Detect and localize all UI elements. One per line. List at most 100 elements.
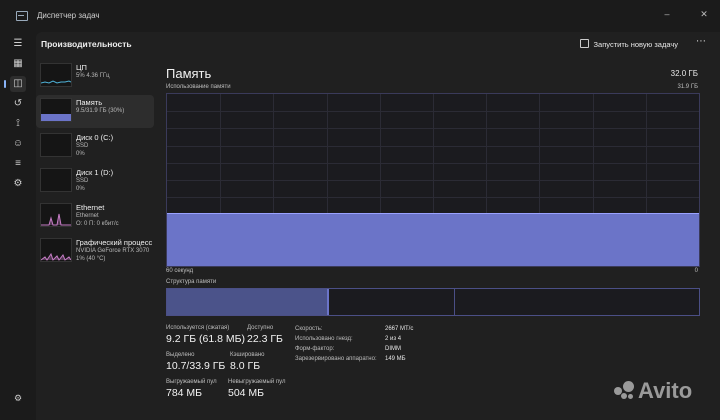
graph-gridline bbox=[592, 94, 594, 266]
sidebar-item-sub: SSD bbox=[76, 143, 89, 149]
graph-gridline bbox=[273, 94, 275, 266]
stat-label: Доступно bbox=[247, 325, 274, 331]
sidebar-item-sub: 5% 4.36 ГГц bbox=[76, 73, 110, 79]
detail-value: 2 из 4 bbox=[385, 336, 402, 342]
sidebar-item-label: Ethernet bbox=[76, 203, 105, 212]
graph-axis-right: 0 bbox=[694, 268, 698, 274]
nav-rail: ☰ ▦ ◫ ↺ ⟟ ☺ ≡ ⚙ bbox=[0, 32, 36, 420]
detail-value: 2667 МТ/с bbox=[385, 326, 414, 332]
performance-icon[interactable]: ◫ bbox=[4, 76, 26, 92]
details-icon[interactable]: ≡ bbox=[15, 158, 21, 169]
sidebar-item-sub2: 1% (40 °C) bbox=[76, 256, 106, 262]
avito-watermark: Avito bbox=[614, 378, 692, 404]
memory-usage-label: Использование памяти bbox=[166, 84, 231, 90]
history-icon[interactable]: ↺ bbox=[13, 98, 23, 109]
detail-key: Форм-фактор: bbox=[295, 346, 335, 352]
graph-axis-left: 60 секунд bbox=[166, 268, 194, 274]
graph-gridline bbox=[433, 94, 434, 266]
sidebar-item-disk1[interactable]: Диск 1 (D:) SSD 0% bbox=[36, 165, 154, 198]
sidebar-item-sub: NVIDIA GeForce RTX 3070 bbox=[76, 248, 150, 254]
avito-label: Avito bbox=[638, 378, 693, 403]
memory-modified-segment[interactable] bbox=[326, 289, 329, 315]
stat-value: 504 МБ bbox=[228, 387, 265, 399]
sidebar-item-sub2: 0% bbox=[76, 186, 85, 192]
detail-value: DIMM bbox=[385, 346, 401, 352]
disk1-thumbnail bbox=[40, 168, 72, 192]
graph-gridline bbox=[379, 94, 381, 266]
run-new-task-button[interactable]: Запустить новую задачу bbox=[579, 39, 678, 49]
sidebar-item-sub: 9.5/31.9 ГБ (30%) bbox=[76, 108, 125, 114]
memory-thumbnail bbox=[40, 98, 72, 122]
detail-speed: Скорость: 2667 МТ/с bbox=[295, 326, 495, 334]
main-content: Производительность Запустить новую задач… bbox=[36, 32, 720, 420]
stat-value: 22.3 ГБ bbox=[247, 333, 283, 345]
sidebar-item-sub: Ethernet bbox=[76, 213, 99, 219]
stat-in-use: Используется (сжатая) 9.2 ГБ (61.8 МБ) bbox=[166, 325, 245, 345]
sidebar-item-label: Память bbox=[76, 98, 103, 107]
graph-gridline bbox=[645, 94, 647, 266]
stat-label: Кэшировано bbox=[230, 352, 265, 358]
detail-key: Зарезервировано аппаратно: bbox=[295, 356, 377, 362]
memory-in-use-segment[interactable] bbox=[167, 289, 327, 315]
memory-title: Память bbox=[166, 66, 212, 81]
cpu-thumbnail bbox=[40, 63, 72, 87]
detail-slots: Использовано гнезд: 2 из 4 bbox=[295, 336, 495, 344]
detail-hw-reserved: Зарезервировано аппаратно: 149 МБ bbox=[295, 356, 495, 364]
sidebar-item-ethernet[interactable]: Ethernet Ethernet О: 0 П: 0 кбит/с bbox=[36, 200, 154, 233]
memory-structure-bar bbox=[166, 288, 700, 316]
sidebar-item-cpu[interactable]: ЦП 5% 4.36 ГГц bbox=[36, 60, 154, 93]
users-icon[interactable]: ☺ bbox=[12, 138, 24, 149]
graph-gridline bbox=[486, 94, 488, 266]
memory-standby-divider bbox=[454, 289, 456, 315]
stat-available: Доступно 22.3 ГБ bbox=[247, 325, 283, 345]
sidebar-item-label: Диск 0 (C:) bbox=[76, 133, 114, 142]
sidebar-item-memory[interactable]: Память 9.5/31.9 ГБ (30%) bbox=[36, 95, 154, 128]
ethernet-thumbnail bbox=[40, 203, 72, 227]
title-bar: Диспетчер задач – ✕ bbox=[0, 0, 720, 32]
stat-label: Выгружаемый пул bbox=[166, 379, 217, 385]
detail-key: Использовано гнезд: bbox=[295, 336, 353, 342]
services-icon[interactable]: ⚙ bbox=[13, 178, 23, 189]
sidebar-item-gpu[interactable]: Графический процессор 0 NVIDIA GeForce R… bbox=[36, 235, 154, 268]
memory-usage-max: 31.9 ГБ bbox=[677, 84, 698, 90]
page-title: Производительность bbox=[41, 39, 132, 49]
graph-gridline bbox=[539, 94, 541, 266]
stat-nonpaged-pool: Невыгружаемый пул 504 МБ bbox=[228, 379, 285, 399]
maximize-button[interactable] bbox=[665, 6, 689, 22]
run-task-icon bbox=[579, 39, 589, 48]
processes-icon[interactable]: ▦ bbox=[13, 58, 23, 69]
close-button[interactable]: ✕ bbox=[700, 9, 708, 19]
stat-value: 784 МБ bbox=[166, 387, 203, 399]
stat-value: 9.2 ГБ (61.8 МБ) bbox=[166, 333, 245, 345]
sidebar-item-label: Диск 1 (D:) bbox=[76, 168, 114, 177]
menu-icon[interactable]: ☰ bbox=[13, 38, 23, 49]
stat-label: Невыгружаемый пул bbox=[228, 379, 286, 385]
run-task-label: Запустить новую задачу bbox=[593, 40, 678, 49]
settings-icon[interactable]: ⚙ bbox=[14, 393, 23, 403]
graph-gridline bbox=[326, 94, 328, 266]
stat-label: Выделено bbox=[166, 352, 195, 358]
memory-usage-graph bbox=[166, 93, 700, 267]
stat-value: 8.0 ГБ bbox=[230, 360, 261, 372]
sidebar-item-disk0[interactable]: Диск 0 (C:) SSD 0% bbox=[36, 130, 154, 163]
memory-usage-fill bbox=[167, 213, 699, 266]
resource-list: ЦП 5% 4.36 ГГц Память 9.5/31.9 ГБ (30%) … bbox=[36, 60, 154, 270]
stat-committed: Выделено 10.7/33.9 ГБ bbox=[166, 352, 225, 372]
minimize-button[interactable]: – bbox=[664, 9, 670, 19]
detail-form-factor: Форм-фактор: DIMM bbox=[295, 346, 495, 354]
sidebar-item-sub2: О: 0 П: 0 кбит/с bbox=[76, 221, 119, 227]
sidebar-item-sub2: 0% bbox=[76, 151, 85, 157]
memory-total: 32.0 ГБ bbox=[670, 69, 698, 78]
more-options-button[interactable]: ⋯ bbox=[696, 36, 706, 47]
disk0-thumbnail bbox=[40, 133, 72, 157]
stat-value: 10.7/33.9 ГБ bbox=[166, 360, 226, 372]
detail-key: Скорость: bbox=[295, 326, 323, 332]
memory-structure-label: Структура памяти bbox=[166, 279, 217, 285]
avito-logo-icon bbox=[614, 381, 634, 401]
startup-icon[interactable]: ⟟ bbox=[16, 118, 20, 129]
sidebar-item-label: Графический процессор 0 bbox=[76, 238, 152, 247]
stat-label: Используется (сжатая) bbox=[166, 325, 230, 331]
sidebar-item-sub: SSD bbox=[76, 178, 89, 184]
stat-cached: Кэшировано 8.0 ГБ bbox=[230, 352, 265, 372]
stat-paged-pool: Выгружаемый пул 784 МБ bbox=[166, 379, 217, 399]
